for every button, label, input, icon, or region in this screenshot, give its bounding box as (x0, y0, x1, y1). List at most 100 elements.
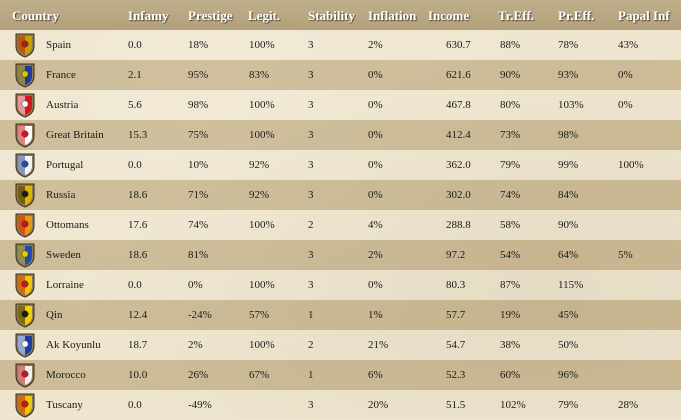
prestige-value: 95% (188, 69, 209, 81)
papal-influence-value: 5% (618, 249, 633, 261)
table-row[interactable]: Tuscany 0.0 -49% 3 20% 51.5 102% 79% 28% (0, 390, 681, 420)
infamy-value: 5.6 (128, 99, 142, 111)
trade-efficiency-value: 102% (500, 399, 526, 411)
income-value: 97.2 (446, 249, 466, 261)
production-efficiency-value: 45% (558, 309, 579, 321)
ledger-header: Country Infamy Prestige Legit. Stability… (0, 0, 681, 30)
russia-flag-icon[interactable] (14, 182, 36, 208)
legitimacy-value: 57% (249, 309, 270, 321)
inflation-value: 6% (368, 369, 383, 381)
ottomans-flag-icon[interactable] (14, 212, 36, 238)
inflation-value: 21% (368, 339, 389, 351)
infamy-value: 10.0 (128, 369, 148, 381)
france-flag-icon[interactable] (14, 62, 36, 88)
table-row[interactable]: Lorraine 0.0 0% 100% 3 0% 80.3 87% 115% (0, 270, 681, 300)
header-inflation[interactable]: Inflation (368, 8, 417, 23)
header-prestige[interactable]: Prestige (188, 8, 233, 23)
morocco-flag-icon[interactable] (14, 362, 36, 388)
income-value: 80.3 (446, 279, 466, 291)
prestige-value: -49% (188, 399, 212, 411)
income-value: 621.6 (446, 69, 471, 81)
production-efficiency-value: 90% (558, 219, 579, 231)
stability-value: 3 (308, 99, 314, 111)
inflation-value: 0% (368, 159, 383, 171)
header-production-efficiency[interactable]: Pr.Eff. (558, 8, 595, 23)
legitimacy-value: 67% (249, 369, 270, 381)
papal-influence-value: 0% (618, 69, 633, 81)
income-value: 57.7 (446, 309, 466, 321)
trade-efficiency-value: 73% (500, 129, 521, 141)
table-row[interactable]: Ottomans 17.6 74% 100% 2 4% 288.8 58% 90% (0, 210, 681, 240)
trade-efficiency-value: 60% (500, 369, 521, 381)
table-row[interactable]: Spain 0.0 18% 100% 3 2% 630.7 88% 78% 43% (0, 30, 681, 60)
header-stability[interactable]: Stability (308, 8, 355, 23)
great-britain-flag-icon[interactable] (14, 122, 36, 148)
prestige-value: 81% (188, 249, 209, 261)
trade-efficiency-value: 80% (500, 99, 521, 111)
country-name: Qin (46, 309, 63, 321)
production-efficiency-value: 99% (558, 159, 579, 171)
infamy-value: 0.0 (128, 399, 142, 411)
income-value: 54.7 (446, 339, 466, 351)
country-name: Spain (46, 39, 72, 51)
header-legitimacy[interactable]: Legit. (248, 8, 281, 23)
spain-flag-icon[interactable] (14, 32, 36, 58)
table-row[interactable]: Sweden 18.6 81% 3 2% 97.2 54% 64% 5% (0, 240, 681, 270)
income-value: 362.0 (446, 159, 471, 171)
table-row[interactable]: Russia 18.6 71% 92% 3 0% 302.0 74% 84% (0, 180, 681, 210)
inflation-value: 2% (368, 39, 383, 51)
stability-value: 3 (308, 129, 314, 141)
stability-value: 3 (308, 399, 314, 411)
sweden-flag-icon[interactable] (14, 242, 36, 268)
table-row[interactable]: Portugal 0.0 10% 92% 3 0% 362.0 79% 99% 100% (0, 150, 681, 180)
stability-value: 3 (308, 159, 314, 171)
header-country[interactable]: Country (12, 8, 59, 23)
inflation-value: 1% (368, 309, 383, 321)
country-name: Austria (46, 99, 79, 111)
legitimacy-value: 100% (249, 339, 275, 351)
table-row[interactable]: Austria 5.6 98% 100% 3 0% 467.8 80% 103% 0% (0, 90, 681, 120)
country-name: Ottomans (46, 219, 89, 231)
header-trade-efficiency[interactable]: Tr.Eff. (498, 8, 535, 23)
inflation-value: 20% (368, 399, 389, 411)
stability-value: 2 (308, 219, 314, 231)
table-row[interactable]: Morocco 10.0 26% 67% 1 6% 52.3 60% 96% (0, 360, 681, 390)
stability-value: 3 (308, 189, 314, 201)
header-infamy[interactable]: Infamy (128, 8, 169, 23)
trade-efficiency-value: 38% (500, 339, 521, 351)
austria-flag-icon[interactable] (14, 92, 36, 118)
prestige-value: 98% (188, 99, 209, 111)
stability-value: 3 (308, 69, 314, 81)
infamy-value: 15.3 (128, 129, 148, 141)
legitimacy-value: 92% (249, 189, 270, 201)
production-efficiency-value: 93% (558, 69, 579, 81)
prestige-value: 74% (188, 219, 209, 231)
ledger-rows: Spain 0.0 18% 100% 3 2% 630.7 88% 78% 43% France 2.… (0, 30, 681, 420)
table-row[interactable]: Ak Koyunlu 18.7 2% 100% 2 21% 54.7 38% 50% (0, 330, 681, 360)
inflation-value: 2% (368, 249, 383, 261)
inflation-value: 0% (368, 69, 383, 81)
inflation-value: 0% (368, 279, 383, 291)
legitimacy-value: 100% (249, 39, 275, 51)
table-row[interactable]: Qin 12.4 -24% 57% 1 1% 57.7 19% 45% (0, 300, 681, 330)
prestige-value: 18% (188, 39, 209, 51)
country-name: Morocco (46, 369, 86, 381)
country-name: Lorraine (46, 279, 84, 291)
table-row[interactable]: France 2.1 95% 83% 3 0% 621.6 90% 93% 0% (0, 60, 681, 90)
infamy-value: 17.6 (128, 219, 148, 231)
header-income[interactable]: Income (428, 8, 470, 23)
ak-koyunlu-flag-icon[interactable] (14, 332, 36, 358)
table-row[interactable]: Great Britain 15.3 75% 100% 3 0% 412.4 73% 98% (0, 120, 681, 150)
lorraine-flag-icon[interactable] (14, 272, 36, 298)
tuscany-flag-icon[interactable] (14, 392, 36, 418)
inflation-value: 0% (368, 99, 383, 111)
trade-efficiency-value: 88% (500, 39, 521, 51)
qin-flag-icon[interactable] (14, 302, 36, 328)
income-value: 52.3 (446, 369, 466, 381)
prestige-value: 26% (188, 369, 209, 381)
portugal-flag-icon[interactable] (14, 152, 36, 178)
production-efficiency-value: 115% (558, 279, 584, 291)
country-name: Sweden (46, 249, 81, 261)
header-papal-influence[interactable]: Papal Inf (618, 8, 670, 23)
